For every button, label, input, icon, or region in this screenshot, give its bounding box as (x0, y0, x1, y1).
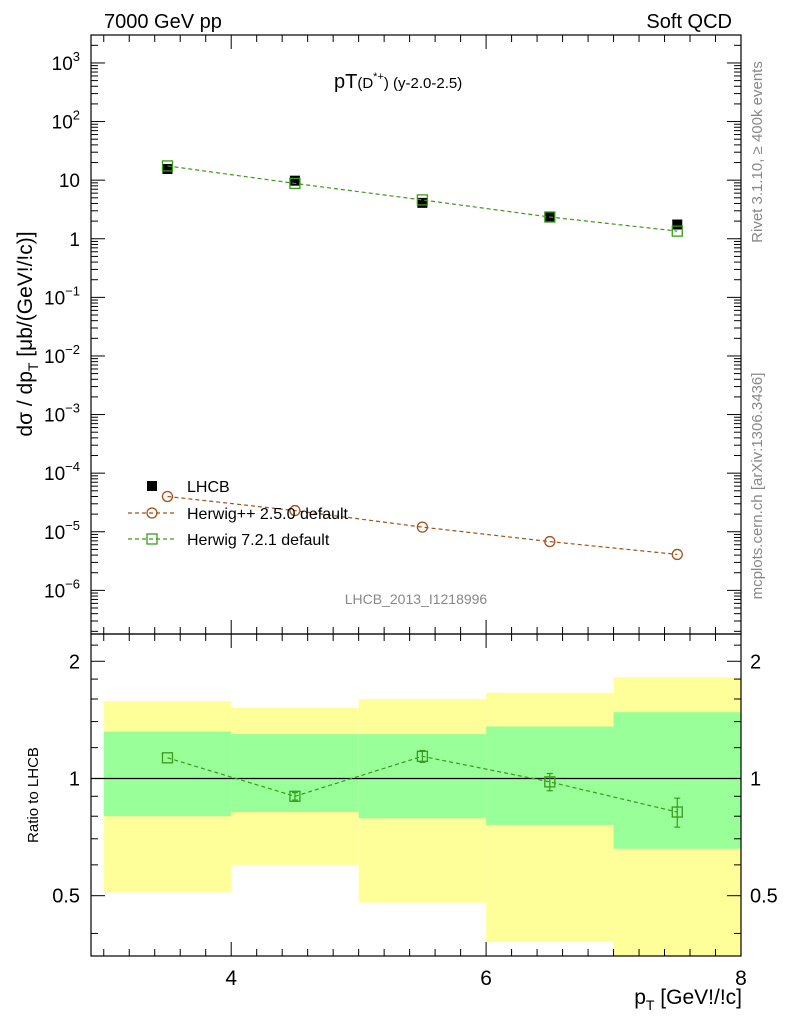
point-herwigpp-1 (289, 504, 301, 517)
data-series (161, 160, 683, 828)
ratio-y-tick-label-right-0.5: 0.5 (750, 886, 778, 908)
mcplots-label: mcplots.cern.ch [arXiv:1306.3436] (749, 373, 766, 600)
y-tick-base: 1 (69, 230, 80, 251)
ratio-frame (90, 633, 742, 957)
point-herwigpp-0 (161, 490, 174, 503)
y-tick-label-3: 1 (69, 230, 80, 251)
y-tick-label-0: 103 (52, 49, 80, 75)
point-lhcb-2 (417, 197, 428, 208)
header-category-label: Soft QCD (646, 11, 732, 33)
point-herwig7-1 (289, 177, 301, 190)
main-y-axis-label: dσ / dpT [μb/(GeV!/!c)] (14, 231, 41, 436)
point-herwig7-2 (416, 194, 429, 206)
y-tick-exponent: −2 (65, 342, 80, 357)
legend-marker-herwig7 (146, 533, 158, 545)
legend-label-herwigpp: Herwig++ 2.5.0 default (187, 506, 349, 523)
point-herwigpp-3 (544, 535, 556, 548)
y-tick-label-8: 10−5 (44, 518, 80, 544)
y-tick-exponent: −6 (65, 576, 80, 591)
y-tick-base: 10 (59, 171, 80, 192)
legend-marker-lhcb (147, 481, 157, 491)
point-herwigpp-4 (671, 548, 683, 561)
header-energy-label: 7000 GeV pp (104, 11, 222, 33)
point-lhcb-4 (672, 219, 683, 230)
point-herwig7-4 (671, 225, 683, 237)
xlabel-sub: T (646, 997, 655, 1013)
x-axis-label: pT [GeV!/!c] (634, 986, 742, 1013)
point-lhcb-0 (162, 164, 173, 175)
series-line-2 (167, 165, 678, 232)
legend-label-herwig7: Herwig 7.2.1 default (187, 532, 330, 549)
y-tick-base: 10 (44, 406, 65, 427)
y-tick-exponent: 2 (73, 108, 80, 123)
ratio-y-tick-label-left-2: 2 (69, 651, 80, 673)
analysis-watermark: LHCB_2013_I1218996 (345, 591, 488, 607)
point-lhcb-1 (289, 175, 300, 186)
y-tick-label-1: 102 (52, 108, 80, 134)
xlabel-main: p (634, 986, 646, 1009)
ratio-uncertainty-bands (103, 677, 741, 956)
title-main: pT (334, 71, 357, 93)
ratio-point-3 (544, 776, 556, 788)
ratio-point-4 (671, 806, 683, 818)
ratio-y-tick-label-right-2: 2 (750, 651, 761, 673)
title-paren: (D (357, 75, 373, 92)
y-tick-label-2: 10 (59, 171, 80, 192)
legend: LHCB Herwig++ 2.5.0 default Herwig 7.2.1… (128, 479, 349, 549)
x-tick-label-8: 8 (735, 967, 747, 990)
title-tail: ) (y-2.0-2.5) (384, 75, 462, 92)
band-green-2 (358, 734, 487, 819)
main-plot-title: pT(D*+) (y-2.0-2.5) (334, 71, 462, 93)
y-tick-base: 10 (52, 54, 73, 75)
ratio-y-tick-label-left-0.5: 0.5 (52, 886, 80, 908)
ratio-point-0 (161, 752, 174, 764)
ratio-y-axis-label: Ratio to LHCB (25, 747, 42, 843)
y-tick-label-6: 10−3 (44, 401, 80, 427)
y-tick-base: 10 (44, 288, 65, 309)
band-green-4 (613, 712, 741, 849)
y-tick-label-5: 10−2 (44, 342, 80, 368)
axis-ticks (91, 34, 742, 956)
y-tick-exponent: 3 (73, 49, 80, 64)
y-tick-base: 10 (44, 464, 65, 485)
y-tick-label-4: 10−1 (44, 283, 80, 309)
axes-frames (90, 34, 742, 957)
y-tick-exponent: −3 (65, 401, 80, 416)
y-tick-base: 10 (44, 347, 65, 368)
point-herwig7-3 (544, 211, 556, 223)
x-tick-label-6: 6 (480, 967, 492, 990)
ratio-point-1 (289, 790, 301, 802)
ratio-y-tick-label-left-1: 1 (69, 768, 80, 790)
y-tick-exponent: −5 (65, 518, 80, 533)
y-tick-exponent: −4 (65, 459, 80, 474)
y-tick-base: 10 (44, 581, 65, 602)
title-sup: *+ (373, 71, 384, 83)
point-herwig7-0 (161, 160, 174, 172)
x-tick-label-4: 4 (225, 967, 237, 990)
legend-marker-herwigpp (146, 507, 158, 519)
ratio-point-2 (416, 750, 429, 762)
band-green-0 (103, 731, 232, 817)
series-line-1 (167, 495, 678, 556)
ylabel-main: dσ / dp (14, 371, 37, 437)
y-tick-exponent: −1 (65, 283, 80, 298)
ylabel-sub: T (25, 362, 41, 371)
y-tick-label-9: 10−6 (44, 576, 80, 602)
ylabel-tail: [μb/(GeV!/!c)] (14, 231, 37, 362)
y-tick-label-7: 10−4 (44, 459, 80, 485)
y-tick-base: 10 (52, 113, 73, 134)
xlabel-tail: [GeV!/!c] (654, 986, 742, 1009)
point-herwigpp-2 (416, 521, 429, 533)
y-tick-base: 10 (44, 523, 65, 544)
legend-label-lhcb: LHCB (187, 479, 230, 496)
rivet-label: Rivet 3.1.10, ≥ 400k events (749, 61, 766, 243)
ratio-y-tick-label-right-1: 1 (750, 768, 761, 790)
